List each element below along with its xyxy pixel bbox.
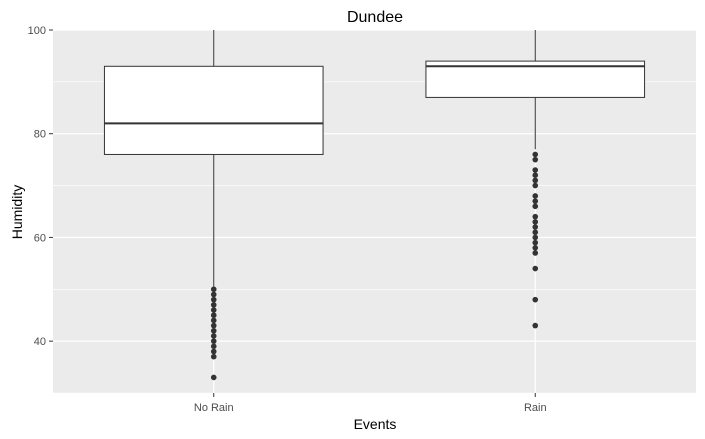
outlier-point [210,343,217,350]
outlier-point [210,286,217,293]
y-tick-label: 80 [34,129,46,141]
y-tick-label: 40 [34,336,46,348]
outlier-point [532,250,539,256]
y-axis: 40 60 80 100 [28,25,53,348]
x-axis-label: Events [354,416,397,432]
outlier-point [532,177,539,184]
outlier-point [532,229,539,236]
outlier-point [532,234,539,241]
outlier-point [210,312,217,319]
outlier-point [532,224,539,230]
outlier-point [210,338,217,344]
outlier-point [532,203,539,210]
x-tick-label: No Rain [194,402,234,414]
y-axis-label: Humidity [9,185,25,239]
outlier-point [210,374,217,381]
box-no-rain [103,30,324,381]
outlier-point [532,156,539,163]
outlier-point [532,167,539,173]
outlier-point [210,333,217,339]
y-tick-label: 60 [34,232,46,244]
outlier-point [210,317,217,324]
outlier-point [210,348,217,355]
outlier-point [532,239,539,246]
outlier-point [210,353,217,360]
outlier-point [210,291,217,298]
outlier-point [532,198,539,204]
outlier-point [532,213,539,220]
outlier-point [532,219,539,225]
y-tick-label: 100 [28,25,46,37]
x-tick-label: Rain [524,402,547,414]
outlier-point [210,327,217,334]
box-series [103,30,646,381]
outlier-point [532,172,539,178]
outlier-point [532,151,539,158]
outlier-point [532,182,539,189]
outlier-point [532,265,539,272]
chart-title: Dundee [347,9,403,26]
outlier-point [532,322,539,329]
box-rain [425,30,646,329]
outlier-point [210,307,217,313]
outlier-point [210,302,217,308]
outlier-point [210,296,217,303]
box-iqr [103,65,324,155]
outlier-point [532,193,539,199]
outlier-point [210,322,217,329]
outlier-point [532,296,539,303]
x-axis: No Rain Rain [194,393,547,414]
outlier-point [532,245,539,251]
